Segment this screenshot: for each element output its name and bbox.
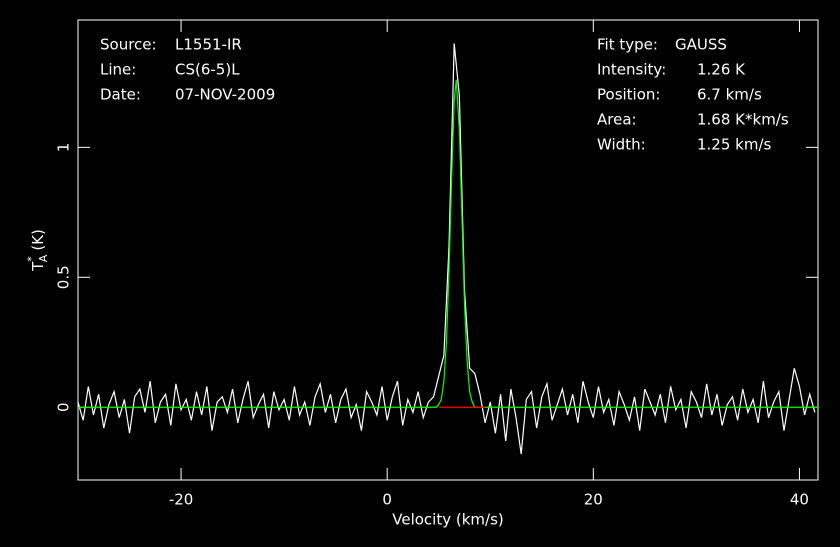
annotation-value: GAUSS xyxy=(675,36,727,54)
y-label-sub: A xyxy=(37,254,50,262)
y-tick-label: 0 xyxy=(55,402,73,412)
x-tick-label: 0 xyxy=(382,491,392,509)
y-label-main: T xyxy=(29,261,47,272)
x-tick-label: -20 xyxy=(169,491,194,509)
y-label-sup: * xyxy=(25,256,38,262)
annotation-value: 1.25 km/s xyxy=(697,136,772,154)
series-line xyxy=(78,79,818,408)
annotation-value: 6.7 km/s xyxy=(697,86,762,104)
y-axis-label: T*A (K) xyxy=(25,229,50,272)
annotation-label: Intensity: xyxy=(597,61,666,79)
annotation-label: Width: xyxy=(597,136,646,154)
annotation-label: Date: xyxy=(100,86,141,104)
y-tick-label: 0.5 xyxy=(55,265,73,289)
y-tick-label: 1 xyxy=(55,143,73,153)
x-tick-label: 40 xyxy=(790,491,809,509)
annotation-value: L1551-IR xyxy=(175,36,242,54)
plot-frame xyxy=(77,19,819,481)
x-tick-label: 20 xyxy=(584,491,603,509)
series-line xyxy=(77,43,816,455)
annotation-label: Source: xyxy=(100,36,157,54)
y-label-unit: (K) xyxy=(29,229,47,251)
annotation-label: Position: xyxy=(597,86,660,104)
annotation-value: 1.26 K xyxy=(697,61,746,79)
x-axis-label: Velocity (km/s) xyxy=(392,511,503,529)
annotation-label: Area: xyxy=(597,111,637,129)
annotation-label: Fit type: xyxy=(597,36,658,54)
annotation-value: 07-NOV-2009 xyxy=(175,86,275,104)
annotation-value: 1.68 K*km/s xyxy=(697,111,789,129)
annotation-value: CS(6-5)L xyxy=(175,61,240,79)
annotation-label: Line: xyxy=(100,61,136,79)
